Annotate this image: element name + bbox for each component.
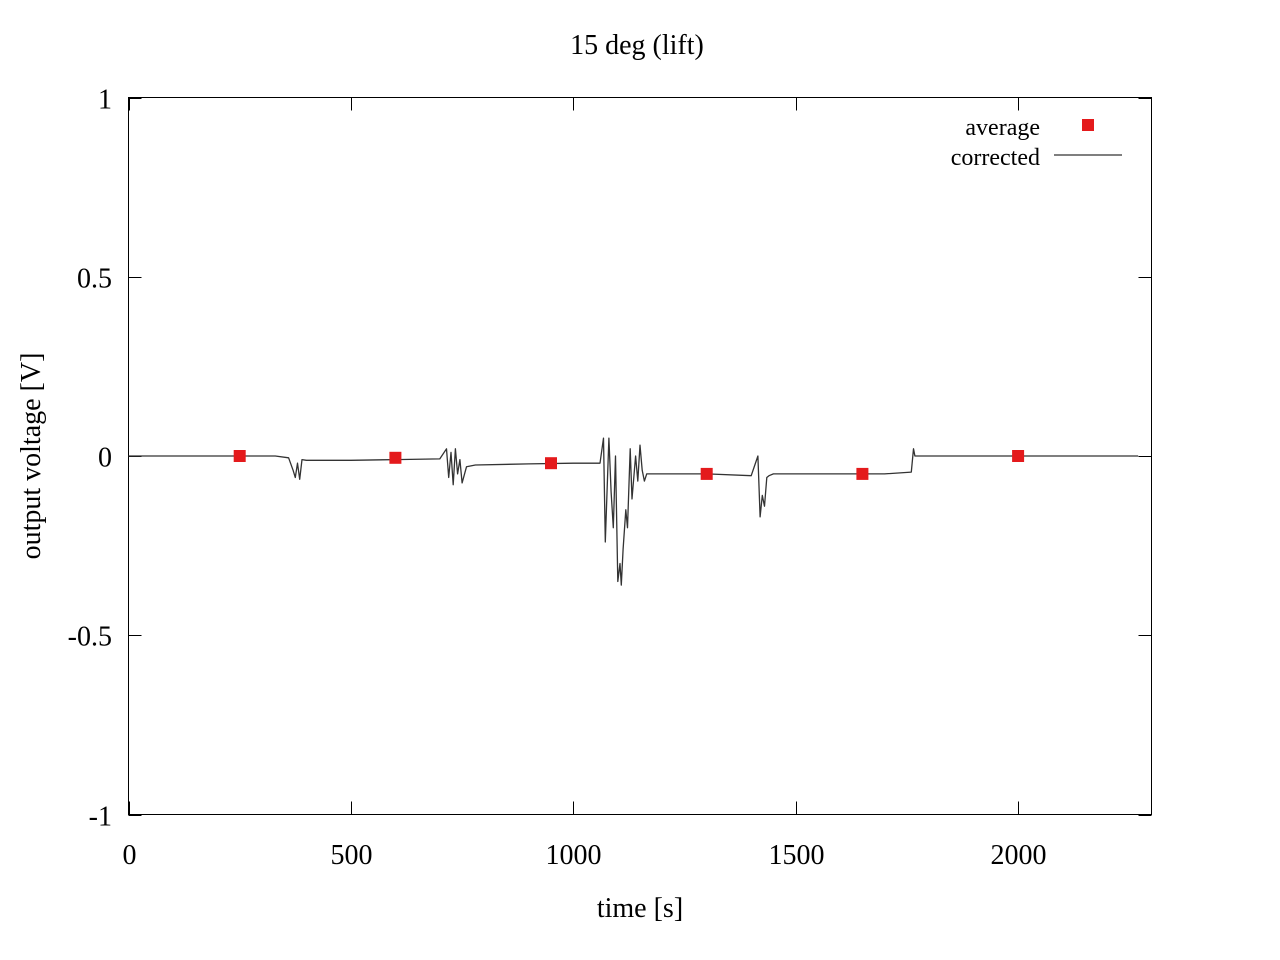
average-point [856,467,869,480]
average-point [1012,450,1025,462]
corrected-line [128,437,1139,586]
x-tick-label: 2000 [991,840,1047,871]
chart-title: 15 deg (lift) [570,30,704,61]
x-tick-label: 0 [123,840,137,871]
legend: average corrected [951,115,1122,171]
average-point [389,451,402,464]
legend-marker-average [1082,119,1094,131]
legend-label-average: average [965,115,1040,141]
x-tick-label: 1000 [546,840,602,871]
axis-tick-labels: 0 500 1000 1500 2000 1 0.5 0 -0.5 -1 [68,85,1047,872]
y-tick-label: 1 [98,85,112,116]
y-tick-label: 0.5 [77,264,112,295]
y-tick-label: -1 [89,802,112,833]
average-point [233,450,246,462]
x-axis-label: time [s] [597,893,683,924]
y-tick-label: -0.5 [68,622,112,653]
x-tick-label: 500 [331,840,373,871]
axis-ticks [128,97,1152,816]
y-axis-label: output voltage [V] [16,353,47,560]
series-average [233,450,1025,480]
legend-label-corrected: corrected [951,145,1040,171]
series-corrected [128,437,1139,586]
average-point [545,457,557,470]
y-tick-label: 0 [98,443,112,474]
x-tick-label: 1500 [769,840,825,871]
average-point [700,467,713,480]
